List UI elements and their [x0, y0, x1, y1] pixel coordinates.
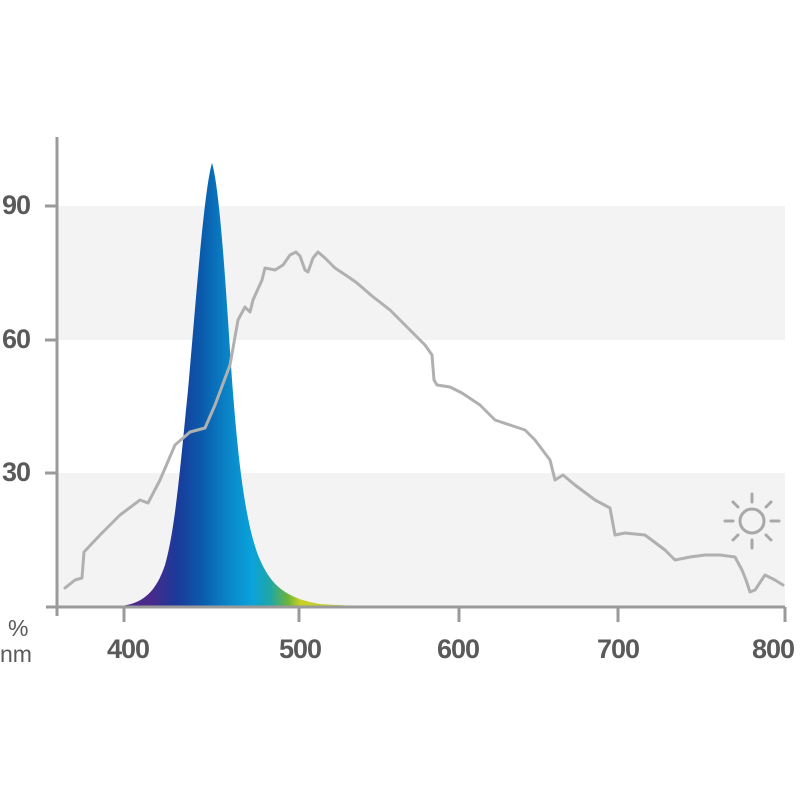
led-spectrum-area [58, 163, 785, 607]
y-tick-label-60: 60 [2, 324, 31, 354]
x-tick-label-500: 500 [278, 634, 322, 664]
x-tick-label-400: 400 [106, 634, 150, 664]
band-60-90 [58, 206, 785, 340]
y-tick-label-90: 90 [2, 190, 31, 220]
x-tick-label-600: 600 [436, 634, 480, 664]
x-tick-label-800: 800 [751, 634, 795, 664]
x-unit-label: nm [0, 641, 32, 667]
y-tick-label-30: 30 [2, 457, 31, 487]
sun-icon [723, 492, 781, 550]
y-unit-label: % [8, 615, 29, 641]
daylight-curve [63, 250, 785, 594]
x-tick-label-700: 700 [596, 634, 640, 664]
